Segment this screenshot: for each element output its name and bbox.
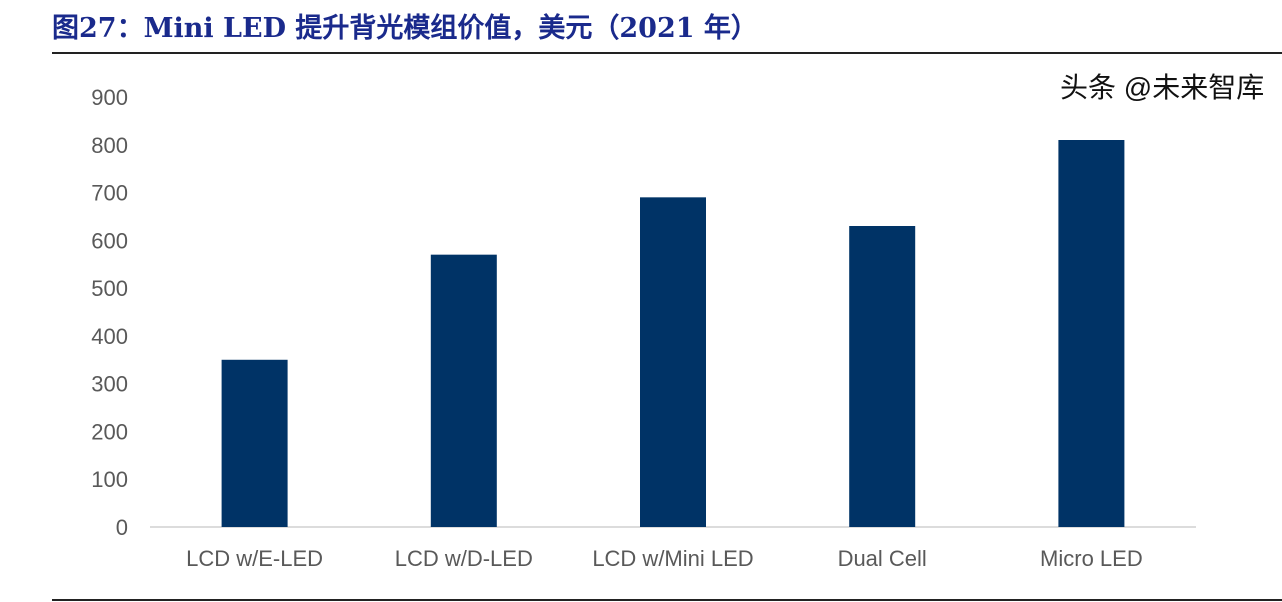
bar — [1058, 140, 1125, 527]
y-tick-label: 400 — [91, 324, 128, 349]
bar — [849, 226, 916, 527]
top-rule — [52, 52, 1282, 54]
y-tick-label: 200 — [91, 419, 128, 444]
y-tick-label: 700 — [91, 181, 128, 206]
x-tick-label: Micro LED — [1040, 546, 1143, 571]
y-tick-label: 900 — [91, 85, 128, 110]
y-tick-label: 800 — [91, 133, 128, 158]
x-tick-label: LCD w/Mini LED — [592, 546, 753, 571]
x-tick-label: Dual Cell — [838, 546, 927, 571]
chart-title: 图27：Mini LED 提升背光模组价值，美元（2021 年） — [52, 13, 758, 44]
y-tick-label: 0 — [116, 515, 128, 540]
bar — [221, 359, 288, 527]
bar — [640, 197, 706, 528]
y-tick-label: 100 — [91, 467, 128, 492]
bar — [430, 254, 497, 527]
x-tick-label: LCD w/E-LED — [186, 546, 323, 571]
y-tick-label: 300 — [91, 372, 128, 397]
x-tick-label: LCD w/D-LED — [395, 546, 533, 571]
y-tick-label: 600 — [91, 228, 128, 253]
watermark: 头条 @未来智库 — [1060, 72, 1265, 103]
y-tick-label: 500 — [91, 276, 128, 301]
bottom-rule — [52, 599, 1282, 601]
